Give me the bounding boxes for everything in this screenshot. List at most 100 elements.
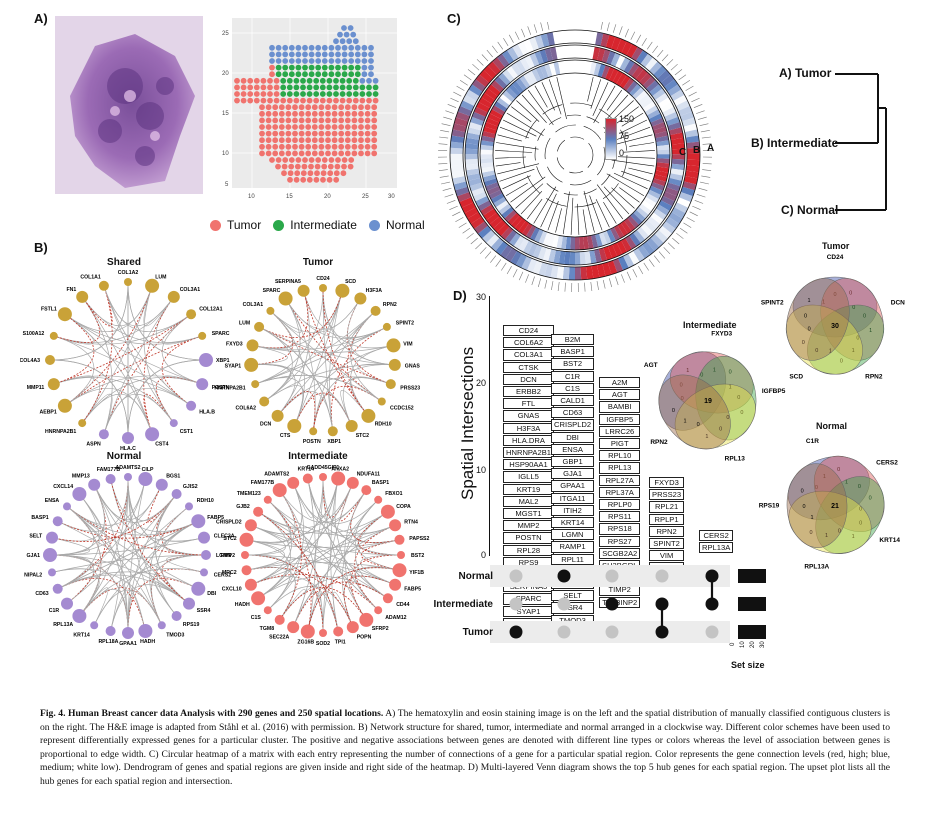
spot (325, 104, 331, 111)
venn-count: 1 (807, 298, 810, 304)
spot (364, 104, 371, 111)
gene-label: POSTN (303, 439, 321, 445)
gene-node (389, 578, 402, 591)
heatmap-cell (487, 84, 501, 97)
gene-label: CD63 (35, 591, 48, 597)
spot (311, 110, 318, 117)
heatmap-cell (603, 246, 613, 261)
gene-label: PAPSS2 (409, 536, 429, 542)
venn-count: 1 (823, 474, 826, 480)
heatmap-cell (629, 232, 641, 247)
heatmap-cell (487, 113, 502, 123)
spot (351, 110, 358, 117)
heatmap-cell (639, 72, 652, 86)
spot (372, 77, 379, 84)
spot (341, 51, 348, 58)
heatmap-cell (660, 102, 674, 113)
upset-gene: CTSK (503, 361, 555, 373)
network-edge (251, 364, 353, 427)
heatmap-cell (631, 46, 643, 61)
gene-node (198, 331, 207, 340)
gene-tick (700, 130, 710, 133)
network-edge (64, 375, 203, 407)
matrix-dot (509, 569, 523, 583)
heatmap-cell (662, 106, 677, 117)
spot (344, 150, 351, 157)
gene-label: TMEM123 (237, 491, 261, 497)
venn-set-label: CD24 (827, 254, 844, 261)
venn-count: 0 (700, 373, 703, 379)
network-edge (255, 374, 383, 402)
venn-set-label: DCN (891, 300, 905, 307)
spot (292, 137, 298, 144)
gene-label: SERPINA5 (275, 279, 301, 285)
network-edge (110, 584, 190, 632)
network-edge (127, 493, 177, 634)
x-tick: 30 (388, 194, 395, 200)
spot (318, 130, 325, 137)
heatmap-cell (642, 241, 655, 256)
dendro-branch (606, 89, 623, 111)
heatmap-cell (497, 53, 510, 68)
gene-node (198, 531, 210, 544)
spot (358, 117, 364, 124)
network-edge (258, 290, 343, 338)
spot (275, 163, 281, 170)
heatmap-cell (501, 50, 515, 65)
gene-node (287, 476, 300, 489)
gene-label: NDUFA11 (357, 472, 380, 478)
spot (285, 130, 292, 137)
heatmap-ring (449, 29, 701, 281)
gene-node (48, 568, 56, 577)
heatmap-cell (480, 162, 494, 169)
gene-node (155, 478, 168, 491)
dendro-branch (502, 119, 537, 137)
heatmap-cell (622, 77, 635, 91)
set-size-tick: 30 (760, 641, 766, 648)
heatmap-cell (489, 216, 503, 229)
network-edges (49, 476, 207, 634)
heatmap-cell (565, 236, 571, 250)
spot (313, 84, 320, 91)
upset-gene: H3F3A (503, 422, 555, 434)
dendro-branch (497, 163, 540, 175)
venn-set (807, 304, 885, 375)
heatmap-cell (638, 203, 652, 215)
spot (315, 64, 322, 71)
gene-node (244, 357, 259, 372)
gene-node (377, 397, 386, 406)
gene-tick (643, 262, 649, 271)
y-tick: 25 (222, 31, 229, 37)
dendro-branch (502, 175, 531, 190)
spot (338, 117, 345, 124)
heatmap-cell (591, 264, 600, 279)
heatmap-cell (487, 61, 501, 75)
dendro-branch (526, 198, 543, 220)
heatmap-cell (653, 126, 667, 135)
gene-node (72, 487, 87, 501)
gene-node (263, 495, 272, 504)
network-edge (277, 310, 376, 417)
gene-label: COL1A2 (118, 270, 139, 276)
panel-c-label: C) (447, 11, 461, 26)
spot (300, 170, 307, 177)
gene-label: HADH (235, 602, 250, 608)
spot (302, 58, 308, 64)
gene-tick (557, 281, 560, 292)
heatmap-cell (480, 204, 495, 216)
heatmap-cell (597, 263, 606, 278)
gene-label: CLEC3A (214, 533, 235, 539)
gene-node (145, 278, 160, 293)
venn-count: 0 (802, 340, 805, 346)
dendro-branch (577, 203, 580, 235)
spot (314, 170, 320, 177)
spot (344, 130, 351, 137)
heatmap-cell (553, 250, 561, 264)
dendro-branch (621, 170, 651, 182)
upset-gene: CALD1 (551, 395, 595, 407)
spot (308, 51, 315, 58)
gene-label: PRSS23 (400, 386, 420, 392)
heatmap-cell (507, 212, 520, 226)
spot (280, 84, 287, 91)
